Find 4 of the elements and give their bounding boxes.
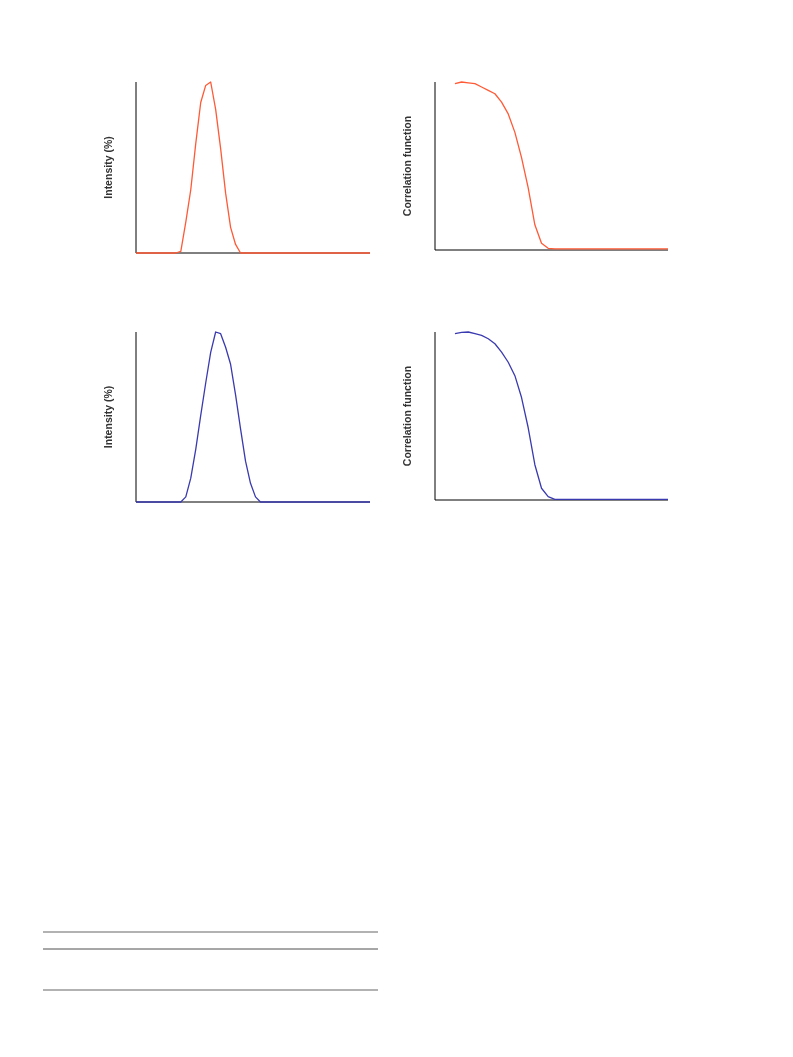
y-axis-title: Intensity (%) [102,385,114,449]
y-axis-title: Correlation function [401,365,413,467]
y-axis-title: Intensity (%) [102,136,114,199]
y-axis-title: Correlation function [401,115,413,217]
